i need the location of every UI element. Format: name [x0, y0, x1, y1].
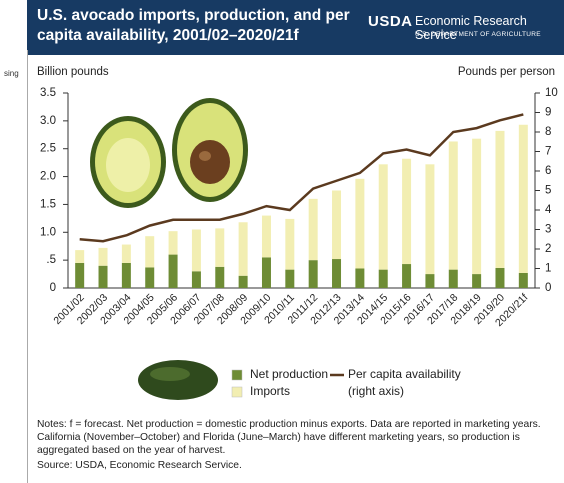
- legend-swatch: [231, 369, 243, 381]
- bar-segment: [495, 130, 505, 268]
- y2-tick-label: 5: [545, 185, 551, 197]
- bar-segment: [261, 215, 271, 258]
- logo-agency: Economic Research Service: [415, 14, 527, 42]
- bar-segment: [215, 228, 225, 267]
- bar-segment: [261, 257, 271, 288]
- bar-segment: [495, 267, 505, 288]
- y2-tick-label: 8: [545, 126, 551, 138]
- bar-segment: [98, 265, 108, 288]
- bar-segment: [355, 268, 365, 288]
- y-tick-label: 3.5: [40, 87, 56, 99]
- per-capita-line: [79, 113, 524, 243]
- bar-segment: [238, 222, 248, 276]
- y-tick-label: 1.0: [40, 226, 56, 238]
- y-axis-label: Billion pounds: [37, 66, 109, 78]
- bar-segment: [472, 138, 482, 275]
- bar-segment: [308, 198, 318, 261]
- bar-segment: [285, 218, 295, 270]
- legend-label: Per capita availability: [348, 367, 461, 381]
- bar-segment: [332, 190, 342, 260]
- sidebar: [0, 50, 28, 483]
- y2-tick-label: 9: [545, 107, 551, 119]
- bar-segment: [121, 262, 131, 288]
- source: Source: USDA, Economic Research Service.: [37, 460, 242, 471]
- bar-segment: [145, 236, 155, 268]
- bar-segment: [285, 269, 295, 288]
- y2-tick-label: 0: [545, 282, 551, 294]
- legend-label: Net production: [250, 367, 328, 381]
- bar-segment: [238, 275, 248, 288]
- bar-segment: [378, 164, 388, 270]
- bar-segment: [191, 271, 201, 288]
- stray-text: sing: [4, 69, 19, 78]
- y-tick-label: 2.0: [40, 171, 56, 183]
- bar-segment: [355, 178, 365, 269]
- y2-tick-label: 6: [545, 165, 551, 177]
- bar-segment: [425, 274, 435, 288]
- bar-segment: [168, 254, 178, 288]
- legend-swatch: [231, 386, 243, 398]
- bar-segment: [518, 272, 528, 288]
- y2-tick-label: 7: [545, 146, 551, 158]
- y-tick-label: 3.0: [40, 115, 56, 127]
- legend-note: (right axis): [348, 384, 404, 398]
- y-tick-label: 1.5: [40, 198, 56, 210]
- chart-title: U.S. avocado imports, production, and pe…: [37, 7, 350, 44]
- y2-tick-label: 1: [545, 263, 551, 275]
- y-tick-label: 0: [50, 282, 56, 294]
- bar-segment: [168, 231, 178, 255]
- y2-tick-label: 2: [545, 243, 551, 255]
- notes: Notes: f = forecast. Net production = do…: [37, 419, 541, 456]
- bar-segment: [518, 124, 528, 273]
- bar-segment: [308, 260, 318, 288]
- bar-segment: [402, 158, 412, 265]
- bar-segment: [75, 250, 85, 263]
- bar-segment: [145, 267, 155, 288]
- y2-tick-label: 4: [545, 204, 552, 216]
- y2-axis-label: Pounds per person: [458, 66, 555, 78]
- bar-segment: [332, 259, 342, 288]
- bar-segment: [448, 141, 458, 270]
- bar-segment: [121, 244, 131, 263]
- bar-segment: [378, 269, 388, 288]
- chart: Billion pounds Pounds per person 0 .5 1.0 1…: [37, 66, 558, 400]
- y2-tick-label: 10: [545, 87, 558, 99]
- header-band: [27, 0, 564, 55]
- bar-segment: [472, 274, 482, 288]
- y-tick-label: .5: [46, 254, 56, 266]
- bar-segment: [98, 247, 108, 266]
- avocado-illustration: [90, 98, 248, 400]
- bar-segment: [215, 266, 225, 288]
- bar-segment: [402, 264, 412, 288]
- logo-department: U.S. DEPARTMENT OF AGRICULTURE: [415, 31, 541, 38]
- legend-label: Imports: [250, 384, 290, 398]
- y2-tick-label: 3: [545, 224, 551, 236]
- bar-segment: [448, 269, 458, 288]
- y-tick-label: 2.5: [40, 143, 56, 155]
- bar-segment: [191, 229, 201, 272]
- logo-name: USDA: [368, 13, 413, 30]
- bar-segment: [75, 262, 85, 288]
- bar-segment: [425, 164, 435, 275]
